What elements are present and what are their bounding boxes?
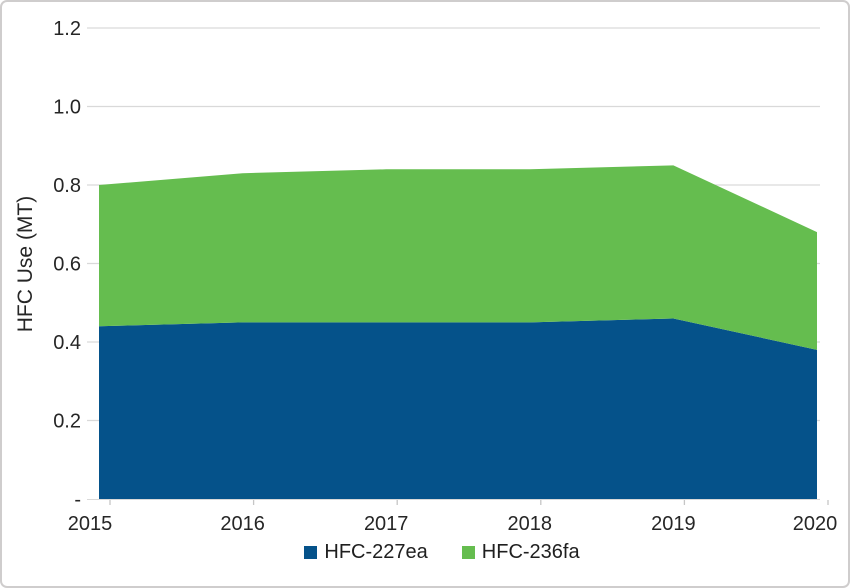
area-series [99, 165, 817, 499]
y-tick-label: - [74, 489, 81, 511]
chart-legend: HFC-227ea HFC-236fa [62, 542, 822, 562]
x-tick-label: 2016 [220, 513, 265, 535]
x-tick-label: 2019 [651, 513, 696, 535]
y-tick-label: 0.6 [53, 254, 81, 276]
area-hfc-227ea [99, 318, 817, 499]
y-tick-label: 0.4 [53, 332, 81, 354]
y-tick-label: 1.0 [53, 97, 81, 119]
y-tick-label: 0.2 [53, 411, 81, 433]
axes [87, 499, 829, 505]
legend-item-hfc-236fa: HFC-236fa [461, 541, 580, 563]
y-axis-title: HFC Use (MT) [14, 196, 37, 332]
legend-swatch-hfc-236fa-icon [461, 545, 475, 559]
x-tick-label: 2015 [68, 513, 113, 535]
y-tick-label: 0.8 [53, 175, 81, 197]
legend-label: HFC-227ea [324, 541, 428, 563]
x-tick-label: 2018 [508, 513, 553, 535]
legend-item-hfc-227ea: HFC-227ea [304, 541, 428, 563]
area-hfc-236fa [99, 165, 817, 350]
legend-swatch-hfc-227ea-icon [304, 545, 318, 559]
y-tick-label: 1.2 [53, 18, 81, 40]
x-tick-label: 2020 [793, 513, 838, 535]
x-tick-label: 2017 [364, 513, 409, 535]
axis-labels: 1.2 1.0 0.8 0.6 0.4 0.2 -2015 2016 2017 2018 2019 2… [53, 18, 837, 535]
legend-label: HFC-236fa [481, 541, 580, 563]
